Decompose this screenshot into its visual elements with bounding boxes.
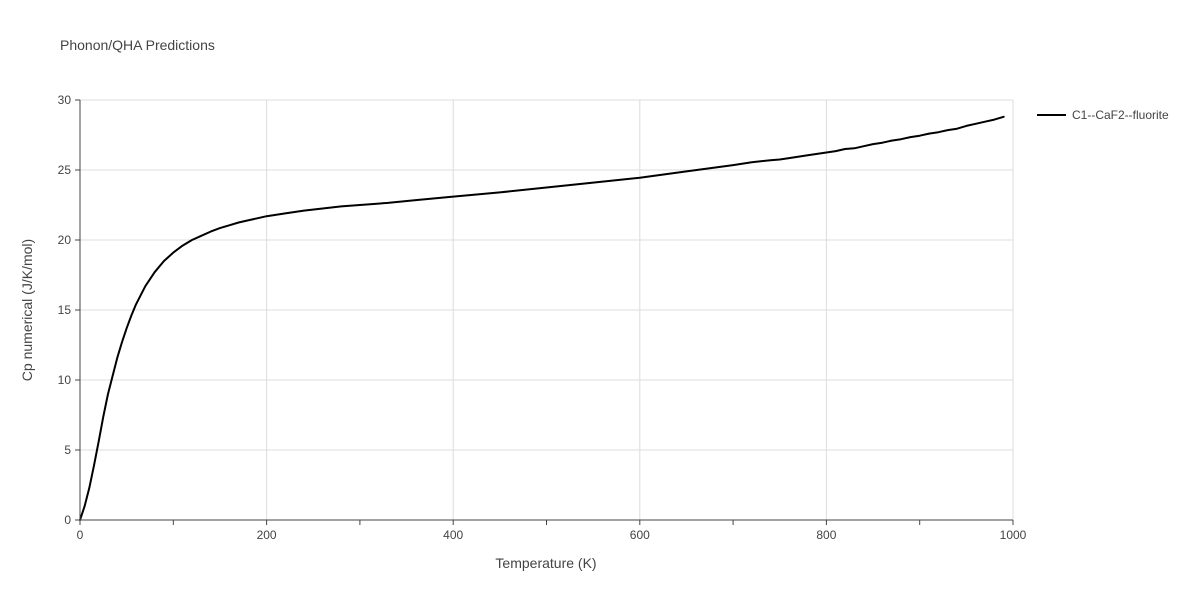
- x-tick-label-0: 0: [77, 528, 84, 542]
- x-tick-label-5: 1000: [1000, 528, 1027, 542]
- y-tick-label-3: 15: [58, 303, 72, 317]
- y-gridlines: [80, 99, 1013, 451]
- y-tick-label-4: 20: [58, 233, 72, 247]
- y-tick-label-1: 5: [64, 443, 71, 457]
- x-axis-title: Temperature (K): [495, 555, 596, 571]
- x-tick-label-3: 600: [630, 528, 650, 542]
- y-tick-label-0: 0: [64, 513, 71, 527]
- y-ticks: 0 5 10 15 20 25 30: [58, 93, 80, 527]
- y-tick-label-5: 25: [58, 163, 72, 177]
- x-tick-label-4: 800: [816, 528, 836, 542]
- y-tick-label-6: 30: [58, 93, 72, 107]
- x-ticks: 0 200 400 600 800 1000: [77, 520, 1027, 542]
- legend[interactable]: C1--CaF2--fluorite: [1037, 108, 1169, 122]
- x-tick-label-1: 200: [257, 528, 277, 542]
- chart-title: Phonon/QHA Predictions: [60, 37, 215, 53]
- y-tick-label-2: 10: [58, 373, 72, 387]
- x-gridlines: [266, 100, 1014, 520]
- series-line-0[interactable]: [79, 115, 1005, 521]
- series-layer: [79, 115, 1005, 521]
- legend-label-0[interactable]: C1--CaF2--fluorite: [1072, 108, 1169, 122]
- x-tick-label-2: 400: [443, 528, 463, 542]
- y-axis-title: Cp numerical (J/K/mol): [19, 239, 35, 381]
